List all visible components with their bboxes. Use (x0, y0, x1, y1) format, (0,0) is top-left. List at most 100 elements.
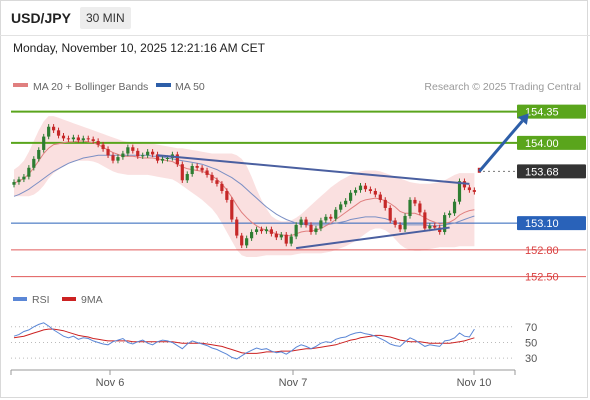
candle-body (180, 164, 184, 181)
level-tag-154.35 (517, 104, 586, 119)
candle-body (66, 138, 71, 140)
candle-body (378, 194, 382, 200)
candle-body (299, 219, 303, 225)
candle-body (423, 212, 427, 229)
candle-body (309, 224, 313, 233)
candle-body (96, 141, 100, 145)
rsi-ma-legend-label: 9MA (81, 294, 103, 306)
candle-body (235, 219, 239, 236)
candle-body (363, 185, 368, 190)
ma50-legend-swatch (156, 83, 171, 87)
candle-body (398, 224, 402, 230)
candle-body (334, 209, 338, 219)
candle-body (160, 158, 165, 161)
rsi-tick-label: 70 (525, 322, 537, 334)
candle-body (452, 201, 457, 214)
candle-body (205, 170, 209, 175)
candle-body (324, 216, 328, 221)
candle-body (269, 229, 273, 234)
candle-body (76, 137, 80, 141)
candle-body (279, 234, 283, 238)
candle-body (408, 199, 412, 216)
candle-body (12, 182, 16, 185)
candle-body (353, 190, 358, 193)
price-levels: 154.35 154.00 153.68 153.10 152.80 152.50 (11, 104, 586, 284)
candle-body (388, 207, 392, 221)
forecast-arrow-head (517, 113, 529, 125)
candle-body (418, 203, 422, 213)
rsi-panel: 70 50 30 (11, 322, 537, 365)
forecast-arrow-shaft (478, 120, 524, 173)
candle-body (22, 176, 26, 180)
ma50-line (13, 154, 475, 227)
level-label-154.00: 154.00 (525, 138, 559, 150)
candle-body (116, 157, 120, 161)
candle-body (52, 126, 56, 131)
candle-body (472, 190, 476, 192)
x-tick-label: Nov 10 (457, 377, 492, 389)
trendline-0 (157, 154, 470, 185)
rsi-ma-line (13, 328, 475, 354)
trendline-1 (296, 226, 450, 250)
rsi-tick-label: 30 (525, 353, 537, 365)
trendlines (157, 113, 529, 250)
candle-body (457, 181, 462, 202)
candle-body (190, 166, 194, 175)
timeframe-button[interactable]: 30 MIN (80, 7, 131, 29)
bb-legend-label: MA 20 + Bollinger Bands (33, 81, 148, 93)
candle-body (17, 179, 21, 183)
candle-body (106, 149, 110, 156)
indicator-lines (13, 140, 475, 237)
candle-body (467, 187, 471, 191)
candle-body (413, 199, 417, 204)
rsi-legend-swatch (13, 297, 27, 301)
candle-body (47, 126, 51, 137)
candle-body (403, 215, 407, 230)
candle-body (27, 167, 31, 177)
candle-body (175, 154, 179, 165)
level-tag-153.10 (517, 216, 586, 231)
level-label-154.35: 154.35 (525, 107, 559, 119)
candle-body (151, 151, 155, 155)
candle-body (86, 138, 90, 140)
credit-label: Research © 2025 Trading Central (424, 81, 581, 93)
candle-body (165, 157, 170, 159)
candle-body (220, 183, 224, 191)
x-axis: Nov 6 Nov 7 Nov 10 (10, 369, 516, 389)
candle-body (284, 234, 288, 244)
candle-body (433, 225, 437, 228)
level-tag-154.00 (517, 135, 586, 150)
candle-body (329, 216, 333, 219)
candle-body (81, 138, 85, 141)
candle-body (146, 151, 150, 156)
candle-body (344, 200, 348, 205)
candle-body (319, 220, 323, 229)
candle-body (294, 224, 298, 237)
candle-body (264, 229, 269, 232)
candle-body (215, 180, 219, 184)
candle-body (121, 153, 125, 158)
candle-body (274, 233, 278, 238)
candle-body (373, 190, 377, 195)
candle-body (225, 190, 229, 200)
candle-body (185, 174, 189, 181)
candle-body (71, 137, 75, 140)
candle-body (101, 144, 105, 150)
x-tick-label: Nov 7 (279, 377, 308, 389)
bb-legend-swatch (13, 83, 28, 87)
rsi-legend-label: RSI (32, 294, 50, 306)
candle-body (37, 149, 41, 159)
candle-body (428, 225, 432, 229)
candle-body (245, 238, 249, 246)
candle-body (56, 130, 61, 136)
candle-body (126, 147, 130, 154)
level-label-153.10: 153.10 (525, 218, 559, 230)
candle-body (230, 199, 234, 220)
candle-body (443, 215, 447, 233)
candle-body (383, 199, 387, 208)
ma20-line (13, 140, 475, 237)
current-price-tag (517, 164, 586, 179)
candle-body (314, 228, 318, 233)
candle-body (240, 235, 244, 246)
